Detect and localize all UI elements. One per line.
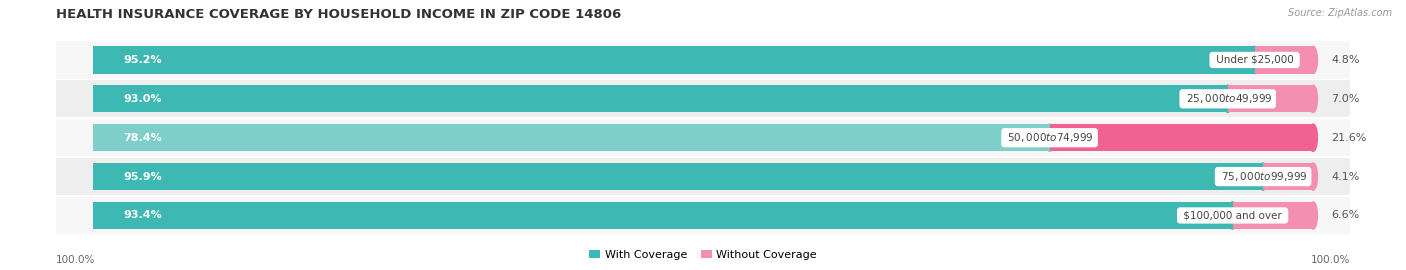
Text: 78.4%: 78.4% xyxy=(124,133,162,143)
Bar xyxy=(93,202,1233,229)
Bar xyxy=(1254,46,1313,73)
Circle shape xyxy=(1250,46,1258,73)
Circle shape xyxy=(1258,163,1267,190)
Bar xyxy=(56,119,1350,156)
Circle shape xyxy=(1229,202,1237,229)
Text: $100,000 and over: $100,000 and over xyxy=(1180,210,1285,221)
Circle shape xyxy=(1223,85,1232,112)
Bar xyxy=(93,163,1263,190)
Bar xyxy=(1049,124,1313,151)
Bar xyxy=(56,158,1350,195)
Text: 100.0%: 100.0% xyxy=(56,255,96,265)
Text: 4.1%: 4.1% xyxy=(1331,171,1360,182)
Bar xyxy=(93,85,1227,112)
Circle shape xyxy=(1309,85,1317,112)
Bar xyxy=(93,46,1254,73)
Circle shape xyxy=(1309,124,1317,151)
Text: 93.0%: 93.0% xyxy=(124,94,162,104)
Legend: With Coverage, Without Coverage: With Coverage, Without Coverage xyxy=(585,245,821,264)
Text: Source: ZipAtlas.com: Source: ZipAtlas.com xyxy=(1288,8,1392,18)
Circle shape xyxy=(1309,202,1317,229)
Bar xyxy=(56,41,1350,79)
Bar xyxy=(56,197,1350,234)
Bar xyxy=(1233,202,1313,229)
Text: 100.0%: 100.0% xyxy=(1310,255,1350,265)
Text: 21.6%: 21.6% xyxy=(1331,133,1367,143)
Bar xyxy=(56,80,1350,117)
Text: 4.8%: 4.8% xyxy=(1331,55,1360,65)
Bar xyxy=(93,124,1049,151)
Text: 95.9%: 95.9% xyxy=(124,171,162,182)
Circle shape xyxy=(1045,124,1054,151)
Text: $25,000 to $49,999: $25,000 to $49,999 xyxy=(1182,92,1272,105)
Text: 93.4%: 93.4% xyxy=(124,210,162,221)
Bar xyxy=(1263,163,1313,190)
Text: HEALTH INSURANCE COVERAGE BY HOUSEHOLD INCOME IN ZIP CODE 14806: HEALTH INSURANCE COVERAGE BY HOUSEHOLD I… xyxy=(56,8,621,21)
Text: Under $25,000: Under $25,000 xyxy=(1212,55,1296,65)
Text: 6.6%: 6.6% xyxy=(1331,210,1360,221)
Circle shape xyxy=(1309,46,1317,73)
Text: $50,000 to $74,999: $50,000 to $74,999 xyxy=(1004,131,1095,144)
Text: 7.0%: 7.0% xyxy=(1331,94,1360,104)
Text: $75,000 to $99,999: $75,000 to $99,999 xyxy=(1218,170,1309,183)
Text: 95.2%: 95.2% xyxy=(124,55,162,65)
Bar xyxy=(1227,85,1313,112)
Circle shape xyxy=(1309,163,1317,190)
